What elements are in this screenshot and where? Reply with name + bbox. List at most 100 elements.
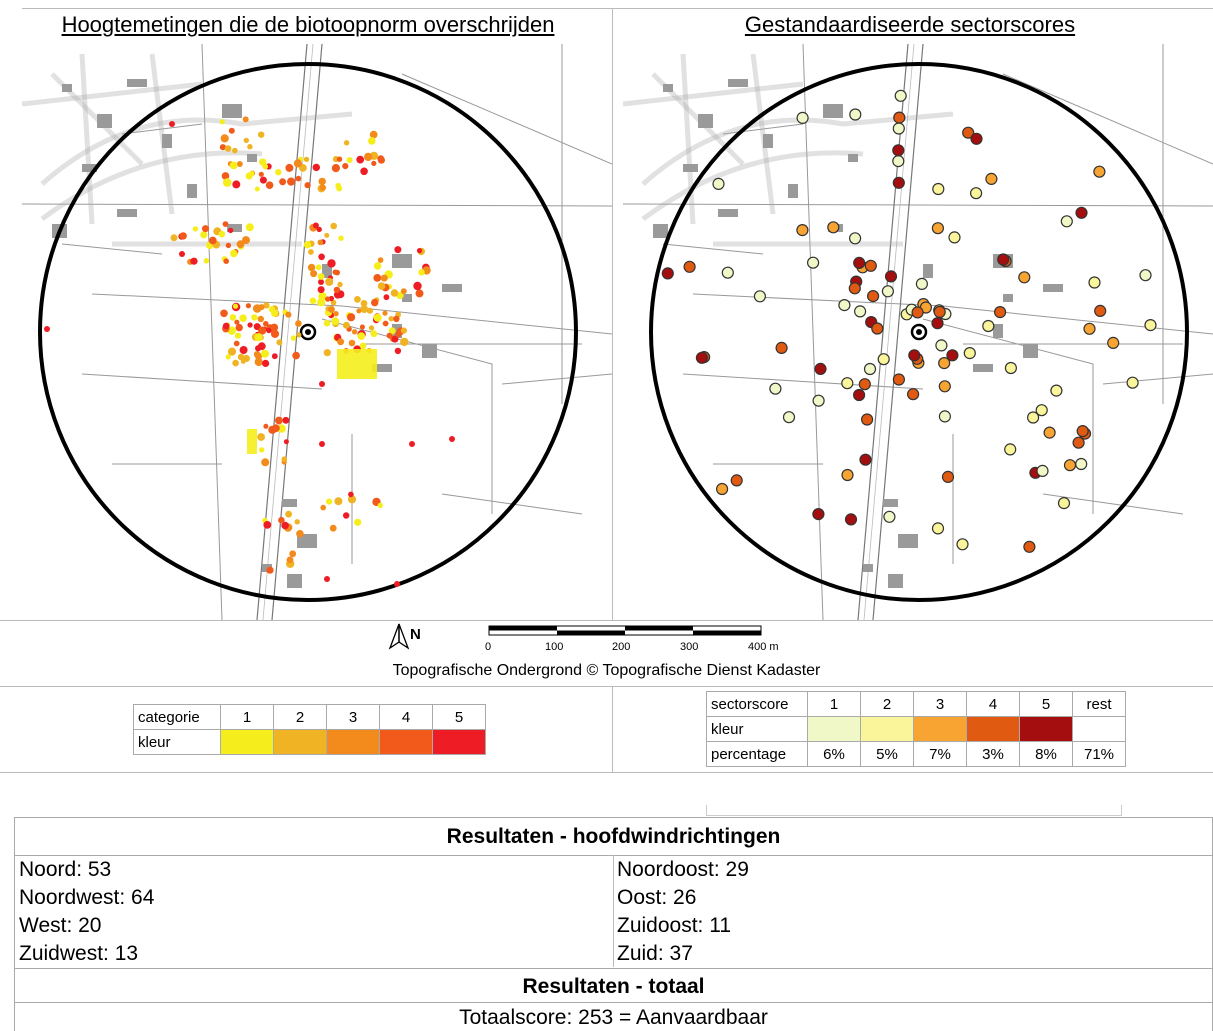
measurement-dot <box>377 282 386 290</box>
sector-score-dot <box>931 317 944 330</box>
results-left-column: Noord: 53 Noordwest: 64 West: 20 Zuidwes… <box>19 856 154 968</box>
sector-score-dot <box>1139 269 1152 282</box>
measurement-dot <box>259 447 265 453</box>
results-total-title: Resultaten - totaal <box>522 975 705 998</box>
frame-legend-top <box>0 686 1213 687</box>
sector-swatch-3 <box>913 716 967 742</box>
measurement-dot <box>325 277 334 286</box>
sector-score-dot <box>721 266 734 279</box>
measurement-dot <box>286 556 294 564</box>
measurement-dot <box>324 576 330 582</box>
results-divider-3 <box>15 1002 1212 1003</box>
measurement-area <box>337 349 377 379</box>
measurement-dot <box>254 357 263 367</box>
sector-score-dot <box>938 410 951 423</box>
measurement-dot <box>220 134 229 143</box>
sector-score-dot <box>1027 411 1040 424</box>
measurement-dot <box>236 240 245 249</box>
measurement-dot <box>224 145 232 152</box>
sector-score-dot <box>884 270 898 283</box>
sector-score-dot <box>911 306 924 319</box>
measurement-dot <box>237 353 245 361</box>
measurement-dot <box>44 326 50 332</box>
sector-legend: sectorscore 1 2 3 4 5 rest kleur percent… <box>706 691 1126 767</box>
measurement-dot <box>254 352 263 360</box>
measurement-dot <box>308 249 314 255</box>
sector-score-dot <box>853 388 866 402</box>
measurement-dot <box>281 456 288 463</box>
sector-score-dot <box>844 513 858 526</box>
measurement-dot <box>309 297 317 305</box>
measurement-dot <box>243 137 249 144</box>
measurement-dot <box>359 324 365 330</box>
measurement-dot <box>400 337 409 347</box>
sector-score-dot <box>854 305 867 318</box>
parcel-line <box>922 318 1094 514</box>
measurement-dot <box>382 310 388 316</box>
measurement-dot <box>323 349 331 357</box>
main-road-center <box>863 44 915 620</box>
result-zuid: Zuid: 37 <box>617 942 693 965</box>
measurement-dot <box>242 116 249 123</box>
north-arrow-icon <box>388 623 410 650</box>
sector-score-dot <box>1036 464 1049 477</box>
measurement-dot <box>371 298 379 307</box>
measurement-dot <box>348 491 354 498</box>
measurement-dot <box>227 326 236 335</box>
parcel-line <box>22 203 612 207</box>
measurement-dot <box>354 518 362 526</box>
right-panel-title: Gestandaardiseerde sectorscores <box>744 12 1076 37</box>
left-panel-title: Hoogtemetingen die de biotoopnorm oversc… <box>61 12 555 37</box>
parcel-line <box>121 123 203 135</box>
sector-score-dot <box>907 388 920 401</box>
building <box>227 224 242 232</box>
sector-score-dot <box>807 256 820 269</box>
sector-score-dot <box>849 232 862 245</box>
measurement-dot <box>330 222 338 230</box>
measurement-dot <box>234 332 242 339</box>
measurement-dot <box>277 424 286 433</box>
sector-score-dot <box>1057 497 1071 510</box>
sector-score-dot <box>848 282 861 295</box>
measurement-dot <box>262 359 270 367</box>
sector-score-dot <box>982 319 995 333</box>
measurement-dot <box>296 332 302 338</box>
parcel-line <box>682 373 924 390</box>
sector-score-5: 5 <box>1019 691 1073 717</box>
parcel-line <box>802 44 824 620</box>
sector-score-dot <box>1063 459 1077 472</box>
measurement-dot <box>370 330 378 338</box>
measurement-dot <box>282 416 290 424</box>
sector-score-dot <box>908 349 921 362</box>
measurement-dot <box>265 181 274 189</box>
parcel-line <box>1042 493 1184 515</box>
measurement-dot <box>254 186 260 192</box>
measurement-dot <box>368 137 376 145</box>
building <box>888 574 903 588</box>
measurement-dot <box>279 178 287 186</box>
building <box>848 154 858 162</box>
parcel-line <box>201 44 223 620</box>
measurement-dot <box>232 180 241 189</box>
measurement-dot <box>276 339 283 346</box>
measurement-dot <box>220 309 228 318</box>
measurement-dot <box>312 163 320 172</box>
measurement-dot <box>342 321 350 329</box>
measurement-area <box>247 429 257 454</box>
measurement-dot <box>263 423 269 429</box>
street <box>641 150 864 222</box>
sector-percentage-2: 5% <box>860 741 914 767</box>
measurement-dot <box>293 159 302 168</box>
measurement-dot <box>229 314 237 321</box>
result-noordoost: Noordoost: 29 <box>617 858 749 881</box>
building <box>282 499 297 507</box>
sector-score-dot <box>814 362 827 375</box>
measurement-dot <box>360 167 368 176</box>
measurement-dot <box>232 147 238 154</box>
sector-score-dot <box>858 378 871 391</box>
category-2: 2 <box>273 704 327 730</box>
building <box>1043 284 1063 292</box>
sector-score-dot <box>956 538 969 551</box>
measurement-dot <box>222 322 230 330</box>
sector-score-dot <box>782 411 796 424</box>
